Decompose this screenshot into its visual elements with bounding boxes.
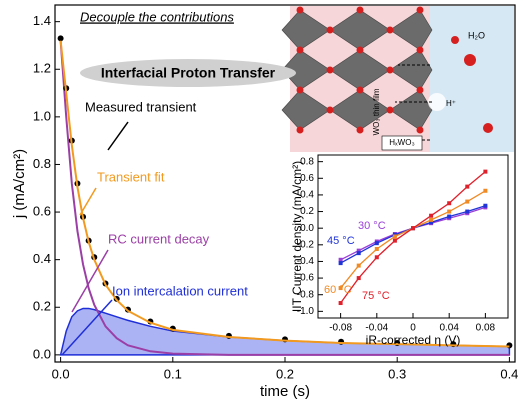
point — [447, 209, 452, 214]
point — [447, 201, 452, 206]
water-region — [430, 6, 514, 152]
point — [465, 184, 470, 189]
y-tick-label: 1.0 — [33, 108, 51, 123]
point — [392, 238, 397, 243]
point — [57, 35, 64, 42]
series-label: 60 °C — [324, 284, 352, 296]
x-tick-label: -0.08 — [329, 323, 352, 334]
bronze-label: HₓWO₃ — [389, 138, 414, 147]
point — [411, 226, 415, 231]
point — [338, 301, 343, 306]
y-axis-label: j (mA/cm²) — [11, 149, 28, 219]
inset-plot: -0.08 -0.04 0 0.04 0.08 -1.0 -0.8 -0.6 -0.4 -0.2 0… — [290, 156, 495, 347]
series-label: Measured transient — [85, 99, 197, 114]
oxygen-atoms — [296, 6, 493, 134]
point — [374, 241, 379, 246]
proton-label: H⁺ — [446, 99, 456, 108]
series-label: Transient fit — [97, 169, 165, 184]
series-label: Ion intercalation current — [112, 283, 248, 298]
y-tick-label: 0.2 — [300, 206, 314, 217]
x-tick-label: 0.08 — [476, 323, 496, 334]
y-tick-label: 0.0 — [33, 346, 51, 361]
line — [59, 40, 510, 356]
bronze-box — [381, 135, 423, 151]
main-plot: 0.0 0.1 0.2 0.3 0.4 0.0 0.2 0.4 0.6 0.8 1.0 1.2 1.4 t… — [11, 13, 518, 400]
annotation-arrow — [71, 249, 109, 313]
point — [356, 276, 361, 281]
point — [374, 246, 379, 251]
water-label: H₂O — [468, 30, 485, 40]
illustration: H₂O H⁺ WO₃ thin film HₓWO₃ — [281, 6, 514, 152]
series-label: RC current decay — [108, 231, 210, 246]
point — [356, 248, 361, 253]
y-tick-label: 0.6 — [300, 173, 314, 184]
series-label: 75 °C — [362, 290, 390, 302]
y-tick-label: 1.2 — [33, 61, 51, 76]
x-tick-label: 0.2 — [276, 366, 294, 381]
y-tick-label: -0.4 — [297, 256, 315, 267]
y-axis-label: IIT Current density (mA/cm²) — [290, 161, 304, 312]
line — [59, 40, 510, 348]
point — [483, 203, 488, 208]
x-tick-label: 0.1 — [164, 366, 182, 381]
annotation-arrow — [107, 121, 129, 151]
point — [356, 251, 361, 256]
series-label: 30 °C — [358, 220, 386, 232]
annotation-arrow — [79, 187, 97, 216]
point — [465, 209, 470, 214]
x-axis-label: iR-corrected η (V) — [366, 333, 461, 347]
x-tick-label: 0.04 — [439, 323, 459, 334]
x-tick-label: 0.4 — [500, 366, 518, 381]
point — [447, 214, 452, 219]
x-axis-label: time (s) — [260, 383, 310, 400]
point — [338, 261, 343, 266]
point — [429, 220, 434, 225]
chart-subtitle: Interfacial Proton Transfer — [101, 65, 276, 81]
y-tick-label: 0.2 — [33, 299, 51, 314]
octahedra — [281, 9, 433, 131]
y-tick-label: 0.0 — [300, 223, 314, 234]
x-tick-label: -0.04 — [365, 323, 388, 334]
chart-title: Decouple the contributions — [80, 9, 234, 24]
y-tick-label: -0.8 — [297, 289, 315, 300]
subtitle-bg — [80, 59, 296, 87]
point — [338, 286, 343, 291]
y-tick-label: -0.2 — [297, 239, 315, 250]
y-tick-label: 1.4 — [33, 13, 51, 28]
y-tick-label: -0.6 — [297, 273, 315, 284]
series-label: 45 °C — [327, 235, 355, 247]
y-tick-label: 0.8 — [300, 156, 314, 167]
point — [483, 169, 488, 174]
point — [338, 257, 343, 262]
x-tick-label: 0 — [410, 323, 416, 334]
annotation-arrow — [61, 299, 113, 356]
point — [356, 263, 361, 268]
point — [392, 234, 397, 239]
x-tick-label: 0.0 — [52, 366, 70, 381]
film-label: WO₃ thin film — [372, 88, 381, 135]
point — [465, 199, 470, 204]
proton — [428, 93, 446, 111]
y-tick-label: 0.8 — [33, 156, 51, 171]
point — [374, 255, 379, 260]
y-tick-label: 0.6 — [33, 203, 51, 218]
y-tick-label: 0.4 — [300, 190, 314, 201]
y-tick-label: -1.0 — [297, 306, 315, 317]
point — [429, 217, 434, 222]
x-tick-label: 0.3 — [388, 366, 406, 381]
point — [429, 213, 434, 218]
point — [483, 188, 488, 193]
annotations: Measured transient Transient fit RC curren… — [61, 99, 390, 356]
y-tick-label: 0.4 — [33, 251, 51, 266]
